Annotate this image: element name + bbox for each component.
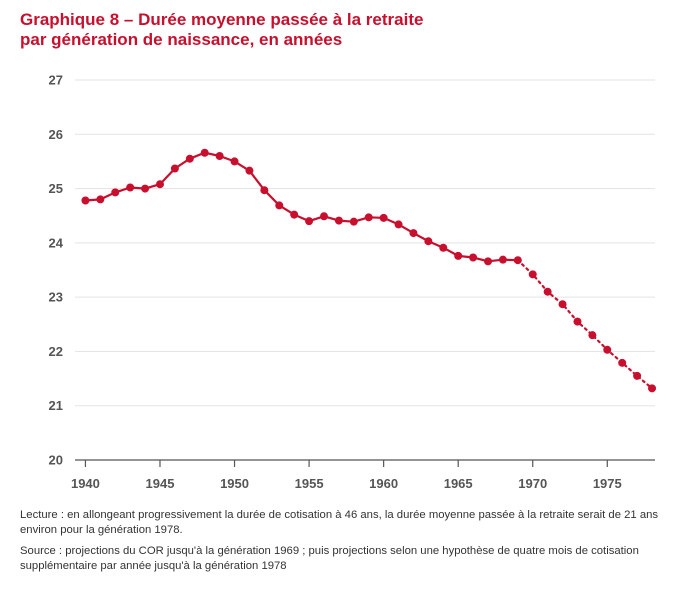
grid-lines: [75, 79, 655, 461]
source-note: Source : projections du COR jusqu'à la g…: [20, 545, 639, 572]
data-point-1976: [618, 358, 627, 367]
data-point-1950: [230, 157, 239, 166]
data-point-1949: [215, 152, 224, 160]
data-point-1962: [409, 229, 418, 238]
data-point-1968: [498, 255, 507, 264]
data-point-1961: [394, 220, 403, 229]
line-chart: 20 21 22 23 24 25 26 27 1940 1945 1950 1955 1960 196…: [49, 73, 657, 491]
data-point-1960: [379, 213, 388, 222]
data-point-1977: [633, 371, 642, 380]
y-tick-label-21: 21: [49, 398, 63, 413]
data-point-1953: [275, 201, 284, 210]
reading-note: Lecture : en allongeant progressivement …: [20, 509, 659, 536]
data-point-1945: [155, 180, 164, 189]
data-point-1965: [454, 251, 463, 260]
data-point-1972: [558, 300, 567, 309]
data-point-1967: [484, 257, 493, 266]
series-line-dotted: [516, 259, 654, 390]
data-point-1958: [349, 217, 358, 226]
y-tick-label-20: 20: [49, 453, 63, 468]
data-point-1942: [111, 188, 120, 197]
series-points: [81, 148, 657, 393]
data-point-1969: [513, 256, 522, 265]
x-axis-ticks: 1940 1945 1950 1955 1960 1965 1970 1975: [71, 460, 622, 491]
data-point-1966: [469, 253, 478, 262]
data-point-1948: [200, 148, 209, 157]
y-tick-label-24: 24: [49, 235, 64, 250]
data-point-1970: [528, 270, 537, 279]
x-tick-label-1960: 1960: [369, 476, 398, 491]
x-tick-label-1970: 1970: [518, 476, 547, 491]
chart-title-line-1: Graphique 8 – Durée moyenne passée à la …: [20, 10, 424, 29]
data-point-1978: [648, 384, 657, 393]
data-point-1964: [439, 243, 448, 252]
data-point-1944: [141, 184, 150, 193]
x-tick-label-1955: 1955: [295, 476, 324, 491]
data-point-1943: [126, 183, 135, 192]
series-line-solid: [85, 151, 518, 263]
data-point-1947: [185, 154, 194, 163]
data-point-1941: [96, 195, 105, 204]
series-lines: [85, 151, 654, 390]
data-point-1951: [245, 166, 254, 175]
data-point-1956: [319, 212, 328, 221]
data-point-1975: [603, 345, 612, 354]
y-tick-label-26: 26: [49, 127, 63, 142]
y-tick-label-25: 25: [49, 181, 63, 196]
data-point-1971: [543, 287, 552, 296]
chart-title: Graphique 8 – Durée moyenne passée à la …: [20, 10, 660, 50]
data-point-1957: [334, 216, 343, 225]
chart-title-line-2: par génération de naissance, en années: [20, 30, 343, 49]
x-tick-label-1965: 1965: [444, 476, 473, 491]
y-tick-label-23: 23: [49, 290, 63, 305]
chart-notes: Lecture : en allongeant progressivement …: [20, 508, 668, 580]
data-point-1952: [260, 186, 269, 195]
data-point-1946: [170, 164, 179, 173]
data-point-1973: [573, 317, 582, 326]
y-tick-label-27: 27: [49, 73, 63, 88]
y-tick-label-22: 22: [49, 344, 63, 359]
data-point-1940: [81, 196, 90, 205]
y-axis-ticks: 20 21 22 23 24 25 26 27: [49, 73, 64, 468]
x-tick-label-1945: 1945: [146, 476, 175, 491]
data-point-1954: [290, 210, 299, 219]
x-tick-label-1975: 1975: [593, 476, 622, 491]
data-point-1963: [424, 237, 433, 246]
data-point-1955: [305, 217, 314, 226]
x-tick-label-1950: 1950: [220, 476, 249, 491]
data-point-1974: [588, 331, 597, 340]
x-tick-label-1940: 1940: [71, 476, 100, 491]
data-point-1959: [364, 213, 373, 222]
